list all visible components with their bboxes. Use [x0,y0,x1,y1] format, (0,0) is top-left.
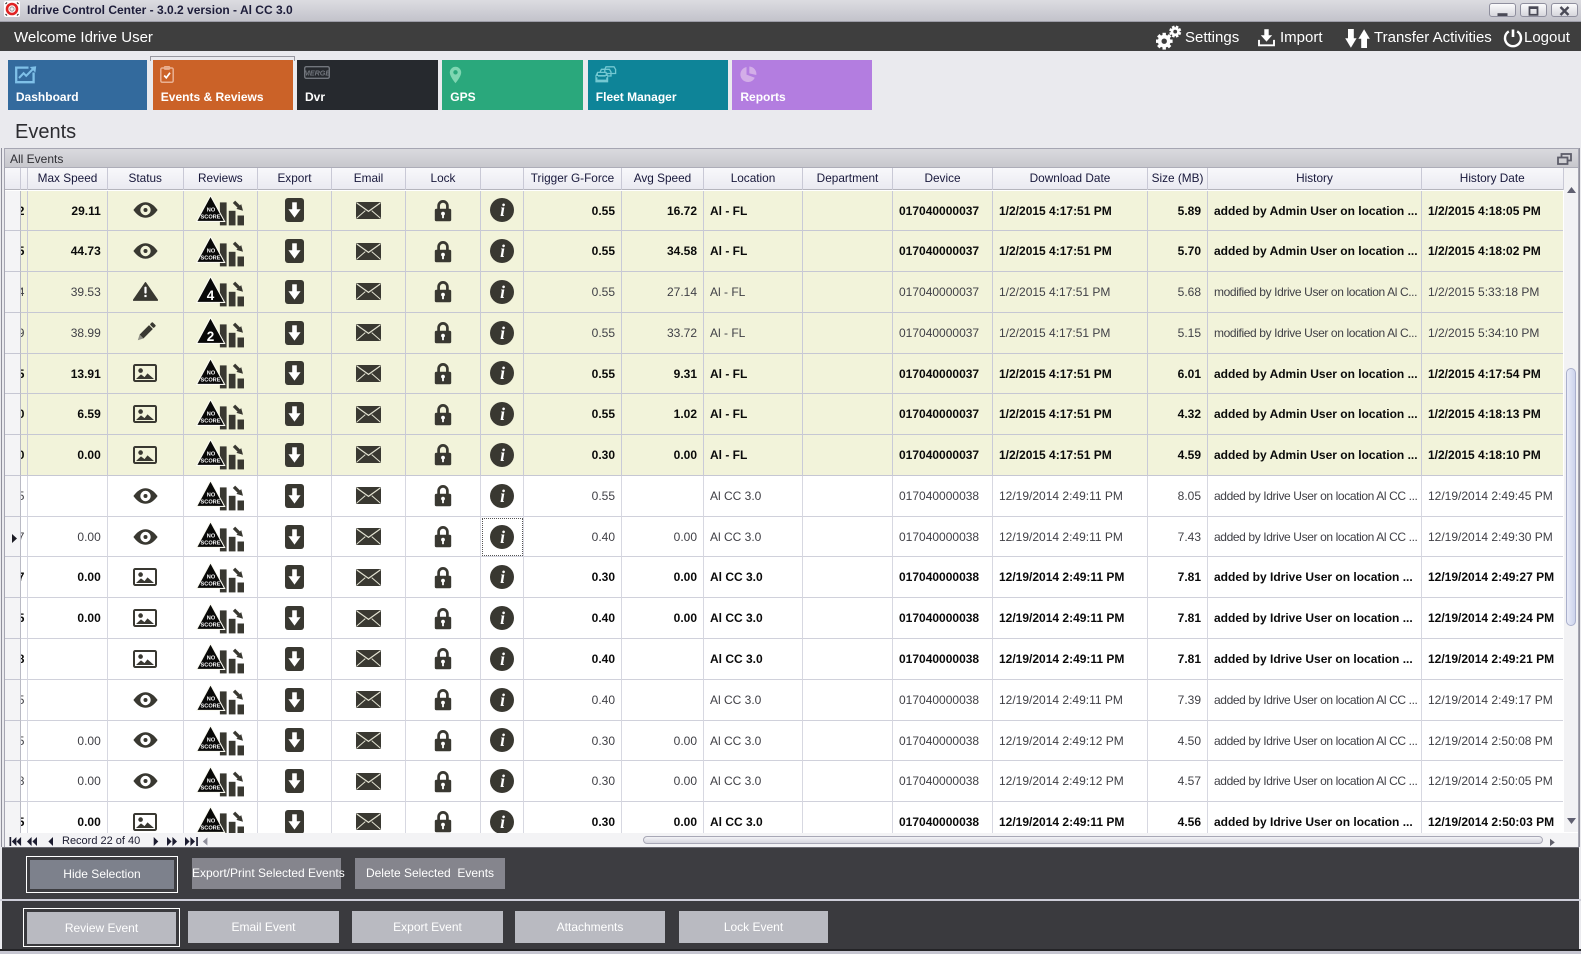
svg-text:NO: NO [207,493,216,499]
svg-text:i: i [500,404,505,424]
svg-text:NO: NO [207,656,216,662]
svg-text:SCORE: SCORE [201,500,221,506]
svg-text:NO: NO [207,697,216,703]
svg-text:MERGE: MERGE [304,69,330,78]
svg-text:2: 2 [207,329,215,344]
svg-text:i: i [500,445,505,465]
svg-text:SCORE: SCORE [201,459,221,465]
svg-text:NO: NO [207,574,216,580]
svg-text:NO: NO [207,207,216,213]
svg-text:i: i [500,567,505,587]
svg-text:i: i [500,363,505,383]
svg-text:NO: NO [207,534,216,540]
svg-text:NO: NO [207,452,216,458]
svg-text:4: 4 [207,289,215,304]
svg-text:SCORE: SCORE [201,377,221,383]
svg-text:i: i [500,282,505,302]
svg-text:SCORE: SCORE [201,826,221,832]
svg-text:i: i [500,323,505,343]
svg-text:i: i [500,812,505,832]
svg-text:i: i [500,730,505,750]
svg-text:NO: NO [207,371,216,377]
svg-text:NO: NO [207,411,216,417]
svg-text:i: i [500,527,505,547]
svg-text:SCORE: SCORE [201,581,221,587]
svg-text:NO: NO [207,778,216,784]
svg-text:SCORE: SCORE [201,744,221,750]
svg-text:SCORE: SCORE [201,418,221,424]
svg-text:SCORE: SCORE [201,663,221,669]
svg-text:SCORE: SCORE [201,255,221,261]
svg-text:NO: NO [207,615,216,621]
svg-text:NO: NO [207,819,216,825]
svg-text:i: i [500,200,505,220]
svg-text:SCORE: SCORE [201,622,221,628]
svg-text:SCORE: SCORE [201,214,221,220]
svg-text:SCORE: SCORE [201,540,221,546]
svg-text:NO: NO [207,248,216,254]
svg-text:SCORE: SCORE [201,785,221,791]
svg-text:i: i [500,649,505,669]
svg-text:i: i [500,608,505,628]
svg-text:SCORE: SCORE [201,704,221,710]
svg-text:i: i [500,690,505,710]
svg-text:i: i [500,486,505,506]
svg-text:NO: NO [207,737,216,743]
svg-text:i: i [500,771,505,791]
svg-text:i: i [500,241,505,261]
